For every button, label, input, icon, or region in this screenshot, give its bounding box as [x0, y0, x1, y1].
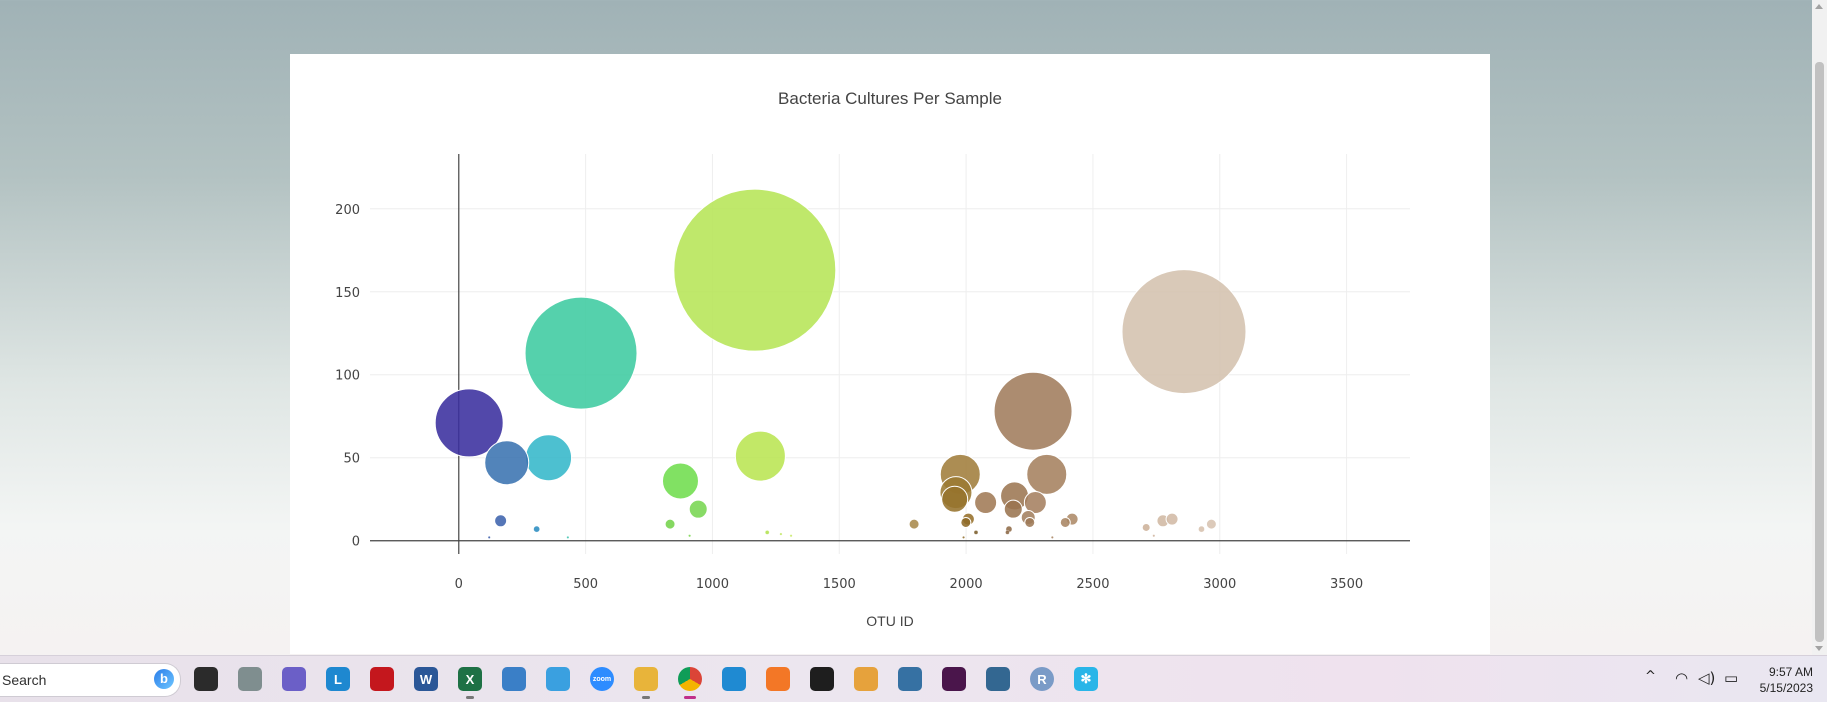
- chevron-up-icon[interactable]: ^: [1645, 669, 1656, 684]
- r-icon[interactable]: R: [1030, 667, 1054, 691]
- bubble-point-27: [1024, 516, 1036, 528]
- search-label: Search: [2, 672, 47, 688]
- task-view-icon[interactable]: [194, 667, 218, 691]
- x-tick-label-5: 2500: [1076, 577, 1109, 592]
- x-tick-label-2: 1000: [696, 577, 729, 592]
- wifi-icon[interactable]: ◠: [1675, 669, 1689, 687]
- edge-icon[interactable]: [238, 667, 262, 691]
- speaker-icon[interactable]: ◁): [1698, 669, 1716, 687]
- bubble-point-35: [1005, 530, 1010, 535]
- bubble-point-44: [1152, 534, 1156, 538]
- chrome-icon[interactable]: [678, 667, 702, 691]
- data-points: [434, 188, 1247, 539]
- bubble-point-42: [962, 536, 965, 539]
- l-app-icon[interactable]: L: [326, 667, 350, 691]
- bubble-point-38: [789, 534, 793, 538]
- zoom-icon[interactable]: zoom: [590, 667, 614, 691]
- chart-card: 0 500 1000 1500 2000 2500 3000 3500 0 50 100 150 200…: [290, 54, 1490, 654]
- scrollbar-thumb[interactable]: [1815, 62, 1824, 642]
- bubble-point-13: [941, 485, 969, 513]
- word-icon[interactable]: W: [414, 667, 438, 691]
- bubble-point-23: [1165, 512, 1179, 526]
- postgres-icon[interactable]: [986, 667, 1010, 691]
- bubble-point-9: [1026, 453, 1068, 495]
- bubble-point-19: [494, 514, 508, 528]
- bubble-point-28: [1059, 516, 1071, 528]
- bubble-point-16: [688, 499, 708, 519]
- bubble-point-43: [1050, 536, 1054, 539]
- vscode-icon[interactable]: [722, 667, 746, 691]
- notepad-icon[interactable]: [502, 667, 526, 691]
- bubble-point-15: [1023, 491, 1047, 515]
- y-tick-label-4: 200: [335, 203, 360, 218]
- x-axis-title: OTU ID: [866, 613, 913, 629]
- slack-icon[interactable]: [942, 667, 966, 691]
- x-tick-label-4: 2000: [950, 577, 983, 592]
- bubble-chart: 0 500 1000 1500 2000 2500 3000 3500 0 50 100 150 200…: [335, 89, 1410, 629]
- bubble-point-40: [487, 536, 491, 539]
- x-tick-label-6: 3000: [1203, 577, 1236, 592]
- bubble-point-24: [664, 518, 676, 530]
- excel-icon[interactable]: X: [458, 667, 482, 691]
- excel-active-indicator: [466, 696, 474, 699]
- jupyter-icon[interactable]: [766, 667, 790, 691]
- paint-icon[interactable]: [546, 667, 570, 691]
- mcafee-icon[interactable]: [370, 667, 394, 691]
- bubble-point-29: [1205, 518, 1217, 530]
- battery-icon[interactable]: ▭: [1724, 669, 1739, 687]
- bubble-point-34: [973, 530, 979, 535]
- bubble-point-14: [974, 491, 998, 515]
- bubble-point-31: [533, 525, 540, 533]
- git-icon[interactable]: [854, 667, 878, 691]
- y-tick-label-3: 150: [335, 286, 360, 301]
- bubble-point-4: [434, 388, 504, 458]
- bubble-point-5: [734, 430, 786, 482]
- x-tick-label-7: 3500: [1330, 577, 1363, 592]
- file-explorer-active-indicator: [642, 696, 650, 699]
- bubble-point-33: [1198, 525, 1205, 533]
- terminal-icon[interactable]: [810, 667, 834, 691]
- tick-labels: 0 500 1000 1500 2000 2500 3000 3500 0 50 100 150 200: [335, 203, 1363, 592]
- bing-icon[interactable]: b: [154, 669, 174, 689]
- taskbar-search[interactable]: Search b: [0, 663, 181, 697]
- clock[interactable]: 9:57 AM 5/15/2023: [1760, 664, 1813, 696]
- snowflake-icon[interactable]: ✻: [1074, 667, 1098, 691]
- scroll-up-arrow-icon[interactable]: [1815, 4, 1823, 9]
- clock-date: 5/15/2023: [1759, 681, 1813, 695]
- x-tick-label-0: 0: [455, 577, 463, 592]
- bubble-point-10: [661, 462, 699, 500]
- bubble-point-30: [1141, 522, 1151, 532]
- y-tick-label-0: 0: [352, 535, 360, 550]
- bubble-point-39: [688, 534, 691, 538]
- bubble-point-17: [1003, 499, 1023, 519]
- clock-time: 9:57 AM: [1768, 665, 1813, 679]
- bubble-point-1: [1121, 269, 1247, 395]
- axes: [370, 154, 1410, 554]
- bubble-point-25: [908, 518, 920, 530]
- y-tick-label-2: 100: [335, 369, 360, 384]
- x-tick-label-1: 500: [573, 577, 598, 592]
- bubble-point-6: [525, 434, 573, 482]
- bubble-point-37: [779, 532, 783, 536]
- bubble-point-41: [566, 536, 570, 539]
- bubble-point-2: [524, 296, 638, 410]
- file-explorer-icon[interactable]: [634, 667, 658, 691]
- bubble-point-0: [673, 188, 837, 352]
- x-tick-label-3: 1500: [823, 577, 856, 592]
- bubble-point-3: [993, 371, 1073, 451]
- scroll-down-arrow-icon[interactable]: [1815, 646, 1823, 651]
- python-icon[interactable]: [898, 667, 922, 691]
- teams-meet-icon[interactable]: [282, 667, 306, 691]
- bubble-point-36: [765, 530, 770, 535]
- bubble-point-7: [484, 440, 530, 486]
- y-tick-label-1: 50: [343, 452, 360, 467]
- chart-title: Bacteria Cultures Per Sample: [778, 89, 1002, 108]
- bubble-point-26: [960, 516, 972, 528]
- page-scrollbar[interactable]: [1812, 0, 1827, 655]
- chrome-active-indicator: [684, 696, 696, 699]
